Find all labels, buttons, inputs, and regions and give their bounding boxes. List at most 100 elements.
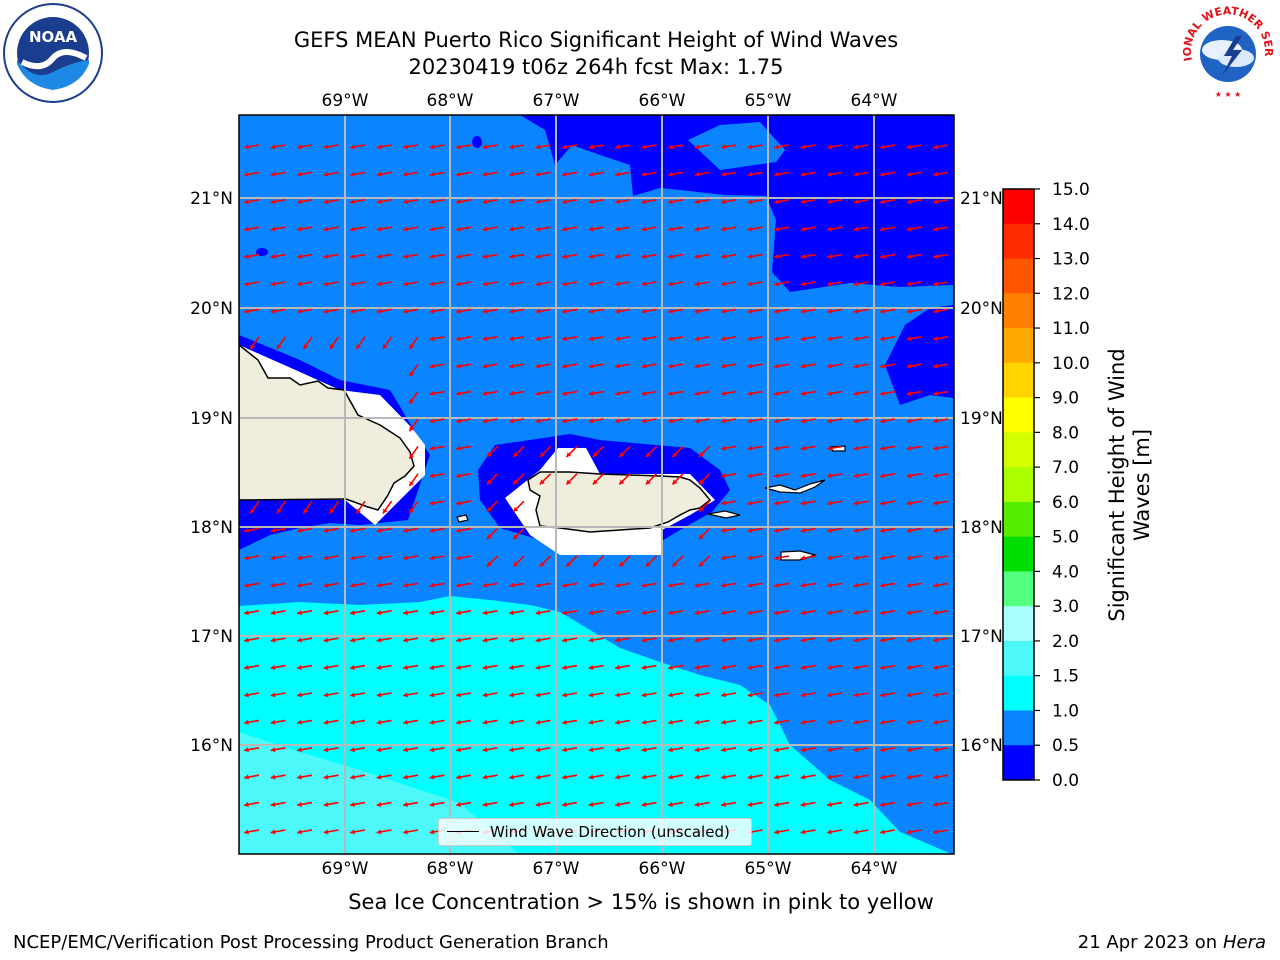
wind-wave-arrowhead [429,637,435,643]
gridlines [239,115,954,854]
nws-logo: NATIONAL WEATHER SERVICE ★ ★ ★ [1178,2,1276,100]
wind-wave-arrowhead [244,829,249,835]
wind-wave-arrowhead [774,336,779,342]
wind-wave-arrowhead [562,582,567,588]
wind-wave-arrowhead [615,144,620,150]
wind-wave-arrow [509,857,524,860]
wind-wave-arrowhead [698,561,704,567]
wind-wave-arrowhead [376,199,382,205]
wind-wave-arrowhead [562,363,567,369]
colorbar-segment [1003,189,1034,225]
wind-wave-arrowhead [615,281,620,287]
wind-wave-arrowhead [668,418,673,424]
wind-wave-arrowhead [456,418,461,424]
wind-wave-arrowhead [853,527,859,533]
wind-wave-arrowhead [509,664,514,670]
wind-wave-arrowhead [535,144,541,150]
wind-wave-arrowhead [429,664,435,670]
wind-wave-arrowhead [641,418,647,424]
wind-wave-arrowhead [721,500,726,506]
wind-wave-arrowhead [641,582,647,588]
wind-wave-arrowhead [906,527,912,533]
wind-wave-arrowhead [509,171,514,177]
wind-wave-arrowhead [323,829,329,835]
wind-wave-arrowhead [382,344,388,350]
wind-wave-arrowhead [800,637,806,643]
map-legend: Wind Wave Direction (unscaled) [438,818,752,846]
wind-wave-arrow [827,857,842,860]
wind-wave-arrowhead [774,199,779,205]
wind-wave-arrowhead [827,390,832,396]
wind-wave-arrowhead [906,308,912,314]
wind-wave-arrowhead [429,144,435,150]
wind-wave-arrowhead [588,747,594,753]
wind-wave-arrowhead [482,144,488,150]
colorbar-tick-label: 14.0 [1052,215,1090,235]
wind-wave-arrowhead [853,829,859,835]
wind-wave-arrowhead [747,336,753,342]
wind-wave-arrowhead [747,281,753,287]
wind-wave-arrowhead [853,664,859,670]
wind-wave-arrowhead [456,500,461,506]
wind-wave-arrowhead [747,308,753,314]
wind-wave-arrowhead [827,171,832,177]
wind-wave-arrowhead [933,610,938,616]
wind-wave-arrowhead [853,582,859,588]
wind-wave-arrowhead [535,253,541,259]
wind-wave-arrowhead [456,774,461,780]
wind-wave-arrowhead [270,199,276,205]
wind-wave-arrowhead [694,664,700,670]
wind-wave-arrowhead [800,253,806,259]
wind-wave-arrowhead [429,555,435,561]
wind-wave-arrowhead [376,664,382,670]
wind-wave-arrowhead [747,747,753,753]
wind-wave-arrowhead [403,308,408,314]
wind-wave-arrowhead [409,398,414,404]
wind-wave-arrowhead [270,829,276,835]
wind-wave-arrowhead [376,829,382,835]
colorbar-tick-label: 6.0 [1052,493,1079,513]
wind-wave-arrowhead [933,692,938,698]
wind-wave-arrowhead [244,199,249,205]
wind-wave-arrowhead [747,527,753,533]
wind-wave-arrowhead [376,692,382,698]
wind-wave-arrowhead [641,226,647,232]
wind-wave-arrowhead [350,253,355,259]
wind-wave-arrowhead [933,473,938,479]
wind-wave-arrowhead [800,418,806,424]
wind-wave-arrowhead [456,281,461,287]
wind-wave-arrowhead [562,801,567,807]
wind-wave-arrowhead [906,582,912,588]
wind-wave-arrowhead [615,774,620,780]
zone-0.0-0.5-spot [472,136,482,148]
wind-wave-arrowhead [800,610,806,616]
wind-wave-arrowhead [562,692,567,698]
wind-wave-arrowhead [588,801,594,807]
wind-wave-arrowhead [297,692,302,698]
colorbar-segment [1003,258,1034,294]
wind-wave-arrowhead [641,308,647,314]
wind-wave-arrowhead [800,582,806,588]
wind-wave-arrow [297,857,312,860]
wind-wave-arrowhead [668,664,673,670]
wind-wave-arrowhead [588,308,594,314]
wind-wave-arrowhead [329,344,335,350]
wind-wave-arrowhead [270,527,276,533]
wind-wave-arrowhead [880,363,885,369]
wind-wave-arrowhead [270,144,276,150]
wind-wave-arrowhead [880,664,885,670]
wind-wave-arrowhead [297,199,302,205]
wind-wave-arrowhead [588,363,594,369]
footer-host: Hera [1222,932,1266,953]
wind-wave-arrowhead [641,281,647,287]
wind-wave-arrowhead [906,719,912,725]
wind-wave-arrowhead [429,610,435,616]
colorbar-segment [1003,223,1034,260]
wind-wave-arrowhead [535,390,541,396]
wind-wave-arrowhead [668,610,673,616]
wind-wave-arrowhead [403,199,408,205]
wind-wave-arrowhead [513,452,519,458]
wind-wave-arrowhead [672,561,678,567]
wind-wave-arrowhead [244,692,249,698]
colorbar-tick-label: 0.5 [1052,736,1079,756]
